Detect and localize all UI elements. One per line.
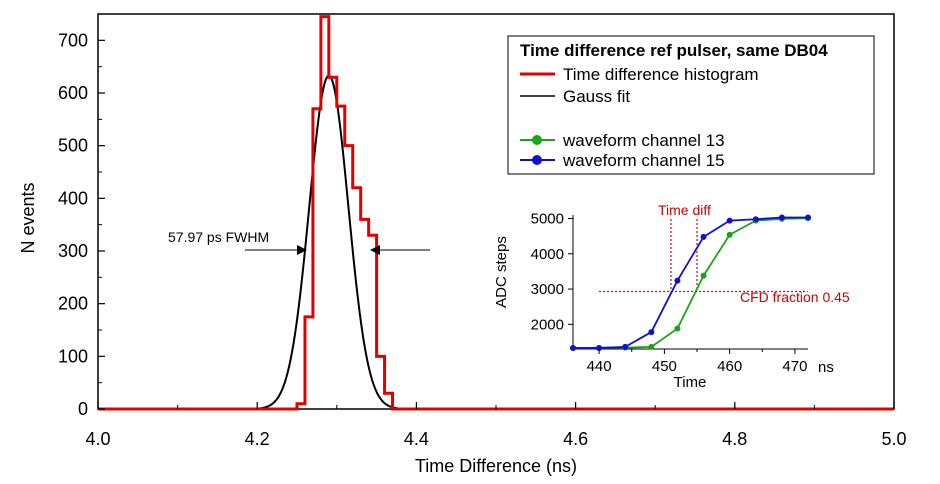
waveform-point (570, 344, 576, 351)
waveform-point (778, 214, 785, 221)
inset-x-tick-label: 450 (652, 358, 677, 375)
waveform-point (622, 343, 629, 350)
inset-chart: 440 450 460 470 2000 3000 4000 5000 Time diff C… (493, 202, 850, 391)
inset-time-diff-label: Time diff (658, 202, 711, 218)
y-tick-label: 300 (58, 241, 88, 261)
inset-x-axis-label: Time (674, 374, 707, 391)
y-axis-label: N events (18, 182, 38, 253)
fwhm-annotation: 57.97 ps FWHM (168, 229, 269, 245)
legend-box (507, 35, 875, 175)
y-tick-label: 500 (58, 136, 88, 156)
waveform-line (573, 216, 808, 349)
legend-marker-ch13 (532, 135, 542, 145)
x-tick-label: 4.2 (245, 429, 270, 449)
inset-series-layer (570, 214, 811, 351)
main-axes: 4.0 4.2 4.4 4.6 4.8 5.0 0 100 200 300 400 500 600 700 (58, 30, 907, 449)
legend: Time difference ref pulser, same DB04 Ti… (507, 35, 875, 175)
waveform-point (805, 214, 811, 221)
waveform-point (700, 233, 707, 240)
y-tick-label: 400 (58, 188, 88, 208)
legend-marker-ch15 (532, 155, 542, 165)
x-tick-label: 4.6 (563, 429, 588, 449)
y-tick-label: 100 (58, 346, 88, 366)
waveform-point (726, 231, 733, 238)
inset-y-tick-label: 5000 (531, 211, 564, 228)
inset-frame (573, 215, 808, 349)
fwhm-right-arrow-head (370, 245, 380, 255)
y-tick-label: 700 (58, 30, 88, 50)
waveform-point (674, 277, 681, 284)
inset-cfd-label: CFD fraction 0.45 (740, 289, 850, 305)
legend-label-histogram: Time difference histogram (563, 65, 759, 84)
waveform-point (700, 272, 707, 279)
inset-y-axis-label: ADC steps (493, 236, 510, 308)
legend-title: Time difference ref pulser, same DB04 (520, 41, 828, 60)
waveform-point (726, 217, 733, 224)
inset-y-tick-label: 2000 (531, 316, 564, 333)
y-tick-label: 200 (58, 294, 88, 314)
inset-x-tick-label: 440 (587, 358, 612, 375)
waveform-point (752, 216, 759, 223)
inset-x-tick-label: 470 (782, 358, 807, 375)
legend-label-ch15: waveform channel 15 (562, 151, 725, 170)
waveform-point (674, 325, 681, 332)
fwhm-left-arrow-head (297, 245, 307, 255)
x-tick-label: 4.4 (404, 429, 429, 449)
waveform-point (648, 329, 655, 336)
y-tick-label: 600 (58, 83, 88, 103)
x-tick-label: 4.0 (85, 429, 110, 449)
histogram-layer (98, 15, 894, 411)
inset-y-tick-label: 3000 (531, 281, 564, 298)
x-tick-label: 4.8 (722, 429, 747, 449)
waveform-point (648, 343, 655, 350)
x-axis-label: Time Difference (ns) (415, 456, 577, 476)
inset-x-tick-label: 460 (717, 358, 742, 375)
inset-y-tick-label: 4000 (531, 246, 564, 263)
y-tick-label: 0 (78, 399, 88, 419)
inset-x-unit: ns (818, 359, 834, 376)
inset-axes: 440 450 460 470 2000 3000 4000 5000 (531, 211, 808, 375)
x-tick-label: 5.0 (881, 429, 906, 449)
inset-guides (599, 219, 808, 293)
waveform-point (596, 344, 603, 351)
legend-label-ch13: waveform channel 13 (562, 131, 725, 150)
histogram-step (98, 15, 894, 411)
legend-label-gauss: Gauss fit (563, 87, 630, 106)
